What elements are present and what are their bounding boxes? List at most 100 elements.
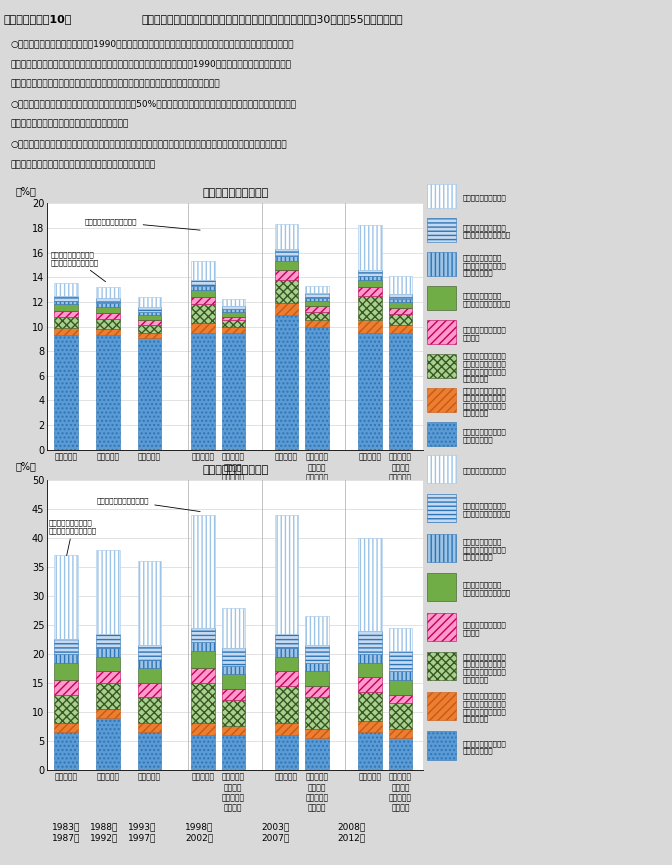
Bar: [138, 660, 161, 669]
FancyBboxPatch shape: [427, 354, 456, 378]
FancyBboxPatch shape: [427, 320, 456, 344]
Bar: [389, 651, 413, 671]
Bar: [191, 304, 214, 323]
Bar: [389, 302, 413, 308]
Bar: [358, 732, 382, 770]
Bar: [191, 669, 214, 683]
Text: 無職（その他で就業希望）: 無職（その他で就業希望）: [85, 219, 200, 230]
Bar: [222, 305, 245, 310]
Bar: [96, 329, 120, 335]
Bar: [222, 333, 245, 450]
Bar: [138, 337, 161, 450]
Bar: [222, 727, 245, 735]
Bar: [96, 549, 120, 634]
Bar: [358, 692, 382, 721]
Bar: [389, 308, 413, 314]
Bar: [275, 279, 298, 303]
Bar: [275, 634, 298, 648]
Bar: [54, 301, 78, 304]
Bar: [96, 335, 120, 450]
Bar: [389, 333, 413, 450]
Bar: [358, 287, 382, 296]
Text: 2003～
2007年: 2003～ 2007年: [261, 823, 289, 842]
Text: 有職（役員又は正規の
職員・従業員以外の雇
用者、正規雇用への転
職希望なし）: 有職（役員又は正規の 職員・従業員以外の雇 用者、正規雇用への転 職希望なし）: [463, 653, 507, 682]
FancyBboxPatch shape: [427, 218, 456, 242]
Bar: [191, 683, 214, 723]
Bar: [305, 285, 329, 293]
FancyBboxPatch shape: [427, 612, 456, 641]
Bar: [389, 695, 413, 703]
Bar: [138, 307, 161, 311]
Bar: [305, 729, 329, 738]
Text: ５年間で２割程度が正規雇用へ移行している。: ５年間で２割程度が正規雇用へ移行している。: [10, 119, 128, 129]
Bar: [54, 663, 78, 680]
Bar: [138, 732, 161, 770]
Bar: [191, 628, 214, 643]
Text: 無職（正規の職員・
従業員以外の雇用者と
して就業希望）: 無職（正規の職員・ 従業員以外の雇用者と して就業希望）: [463, 538, 507, 561]
Text: 2008～
2012年: 2008～ 2012年: [337, 823, 366, 842]
Bar: [275, 256, 298, 261]
Bar: [96, 671, 120, 683]
Bar: [222, 310, 245, 311]
FancyBboxPatch shape: [427, 252, 456, 276]
Bar: [54, 680, 78, 695]
Text: 無職（自営業主・家族
従業者として就業希望）: 無職（自営業主・家族 従業者として就業希望）: [463, 503, 511, 517]
FancyBboxPatch shape: [427, 422, 456, 446]
Bar: [358, 279, 382, 287]
Bar: [54, 335, 78, 450]
Bar: [222, 311, 245, 317]
Text: 有職（役員又は正規の
職員・従業員以外の雇
用者、正規雇用への転
職希望あり）: 有職（役員又は正規の 職員・従業員以外の雇 用者、正規雇用への転 職希望あり）: [463, 693, 507, 722]
Bar: [191, 333, 214, 450]
Bar: [191, 735, 214, 770]
Bar: [222, 735, 245, 770]
Bar: [275, 515, 298, 634]
Bar: [222, 689, 245, 701]
Bar: [275, 249, 298, 256]
Bar: [96, 718, 120, 770]
Bar: [191, 723, 214, 735]
Bar: [305, 645, 329, 663]
Bar: [275, 224, 298, 249]
Text: 2003～
2007年: 2003～ 2007年: [261, 503, 289, 522]
Bar: [275, 686, 298, 723]
Bar: [305, 326, 329, 450]
Bar: [191, 285, 214, 290]
Text: 1983～
1987年: 1983～ 1987年: [52, 503, 80, 522]
Bar: [275, 316, 298, 450]
Bar: [222, 317, 245, 320]
Bar: [389, 729, 413, 738]
Bar: [96, 634, 120, 648]
Bar: [275, 648, 298, 657]
Text: 無職（自営業主・家族
従業者として就業希望）: 無職（自営業主・家族 従業者として就業希望）: [49, 519, 97, 555]
Bar: [191, 323, 214, 333]
Text: 無職（就業希望なし）: 無職（就業希望なし）: [463, 194, 507, 201]
Bar: [54, 639, 78, 654]
Bar: [54, 317, 78, 328]
Bar: [222, 320, 245, 326]
Bar: [305, 671, 329, 686]
Bar: [305, 686, 329, 697]
Bar: [138, 333, 161, 337]
Bar: [191, 651, 214, 669]
Bar: [275, 671, 298, 686]
Bar: [358, 320, 382, 333]
Bar: [54, 311, 78, 317]
Bar: [222, 701, 245, 727]
Text: いる。また、正規雇用への転職率はおおむね横ばいで推移している一方、1990年代末以降、非正規雇用への転: いる。また、正規雇用への転職率はおおむね横ばいで推移している一方、1990年代末…: [10, 59, 291, 68]
Bar: [138, 697, 161, 723]
Text: 2008～
2012年: 2008～ 2012年: [337, 503, 366, 522]
Text: 有職（役員又は正規の
職員・従業員）: 有職（役員又は正規の 職員・従業員）: [463, 428, 507, 443]
Bar: [138, 683, 161, 697]
Text: 無職（自営業主・家族
従業者として就業希望）: 無職（自営業主・家族 従業者として就業希望）: [463, 224, 511, 239]
Text: 1983～
1987年: 1983～ 1987年: [52, 823, 80, 842]
Bar: [222, 665, 245, 674]
Text: 無職（正規の職員・
従業員として就業希望）: 無職（正規の職員・ 従業員として就業希望）: [463, 582, 511, 596]
Bar: [191, 261, 214, 279]
Bar: [222, 607, 245, 648]
Text: 1988～
1992年: 1988～ 1992年: [90, 823, 118, 842]
Bar: [275, 657, 298, 671]
FancyBboxPatch shape: [427, 692, 456, 720]
Text: ○　雇用者の離職率は、男女とも1990年代末以降高まったが、正規雇用労働者に限れば、近年離職率は低下して: ○ 雇用者の離職率は、男女とも1990年代末以降高まったが、正規雇用労働者に限れ…: [10, 39, 294, 48]
Bar: [358, 270, 382, 276]
Bar: [138, 311, 161, 316]
